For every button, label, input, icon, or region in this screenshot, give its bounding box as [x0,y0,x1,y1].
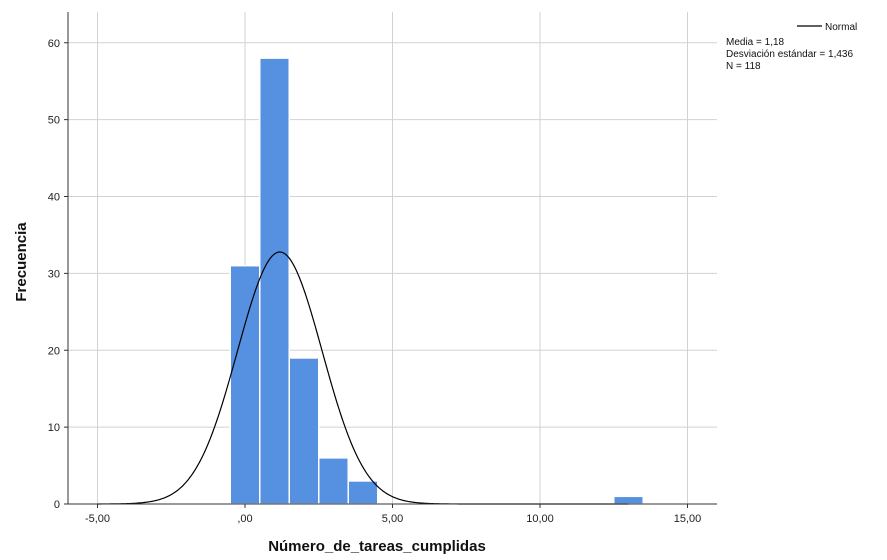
tick-labels: 0 10 20 30 40 50 60 -5,00 ,00 5,00 10,00 15,00 [48,38,702,525]
axes [64,12,717,508]
x-tick-label: 5,00 [382,513,403,525]
histogram-bar [347,480,379,505]
y-tick-label: 50 [48,115,60,127]
legend-mean: Media = 1,18 [726,37,785,48]
x-tick-label: 10,00 [526,513,554,525]
normal-curve [97,251,629,505]
legend: Normal Media = 1,18 Desviación estándar … [726,22,857,72]
legend-n: N = 118 [726,61,761,72]
y-tick-label: 20 [48,345,60,357]
y-axis-title: Frecuencia [13,222,30,302]
histogram-bars [229,57,644,505]
x-axis-title: Número_de_tareas_cumplidas [268,538,486,555]
histogram-bar [229,264,261,505]
legend-std-dev: Desviación estándar = 1,436 [726,49,853,60]
histogram-bar [613,495,644,505]
normal-curve-layer [97,251,629,505]
y-tick-label: 60 [48,38,60,50]
gridlines [68,12,717,504]
histogram-bar [288,357,320,505]
histogram-bar [318,457,349,505]
x-tick-label: 15,00 [674,513,702,525]
y-tick-label: 40 [48,192,60,204]
histogram-bar [259,57,290,505]
x-tick-label: ,00 [237,513,252,525]
y-tick-label: 0 [54,499,60,511]
legend-normal-label: Normal [825,22,857,33]
y-tick-label: 30 [48,268,60,280]
x-tick-label: -5,00 [85,513,110,525]
y-tick-label: 10 [48,422,60,434]
